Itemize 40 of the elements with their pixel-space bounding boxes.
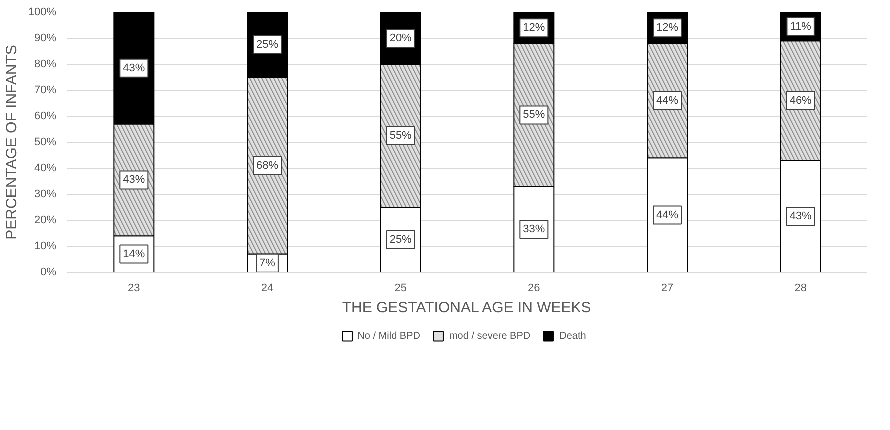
y-tick-label: 0% (40, 266, 57, 278)
data-label: 43% (123, 62, 146, 74)
data-label: 68% (256, 160, 279, 172)
legend-label: No / Mild BPD (358, 330, 420, 342)
data-label: 7% (260, 257, 276, 270)
y-axis-title: PERCENTAGE OF INFANTS (3, 45, 20, 240)
data-label: 44% (656, 209, 679, 222)
y-tick-label: 40% (34, 162, 57, 174)
y-tick-label: 90% (34, 32, 57, 44)
data-label: 11% (790, 20, 812, 33)
y-tick-label: 20% (34, 214, 57, 226)
x-tick-label: 27 (661, 282, 674, 294)
data-label: 25% (390, 234, 412, 246)
data-label: 25% (256, 39, 279, 51)
y-tick-label: 30% (34, 188, 57, 200)
y-tick-label: 50% (34, 136, 57, 148)
y-tick-label: 70% (34, 84, 57, 96)
data-label: 55% (390, 130, 412, 142)
x-tick-label: 24 (261, 282, 274, 294)
data-label: 46% (790, 94, 812, 107)
legend-label: Death (560, 330, 586, 342)
data-label: 12% (656, 22, 679, 34)
data-label: 12% (523, 22, 546, 34)
legend-label: mod / severe BPD (449, 330, 531, 342)
y-tick-label: 10% (34, 240, 57, 252)
data-label: 33% (523, 224, 546, 236)
data-label: 14% (123, 248, 146, 260)
data-label: 44% (656, 94, 679, 107)
y-tick-label: 60% (34, 110, 57, 122)
x-tick-label: 26 (528, 282, 540, 294)
data-label: 43% (790, 210, 812, 223)
x-axis-title: THE GESTATIONAL AGE IN WEEKS (342, 300, 592, 316)
y-tick-label: 80% (34, 58, 57, 70)
x-tick-label: 25 (394, 282, 407, 294)
x-tick-label: 23 (128, 282, 140, 294)
data-label: 20% (390, 32, 412, 44)
data-label: 43% (123, 174, 146, 186)
data-label: 55% (523, 109, 546, 122)
y-tick-label: 100% (28, 6, 57, 18)
x-tick-label: 28 (794, 282, 807, 294)
